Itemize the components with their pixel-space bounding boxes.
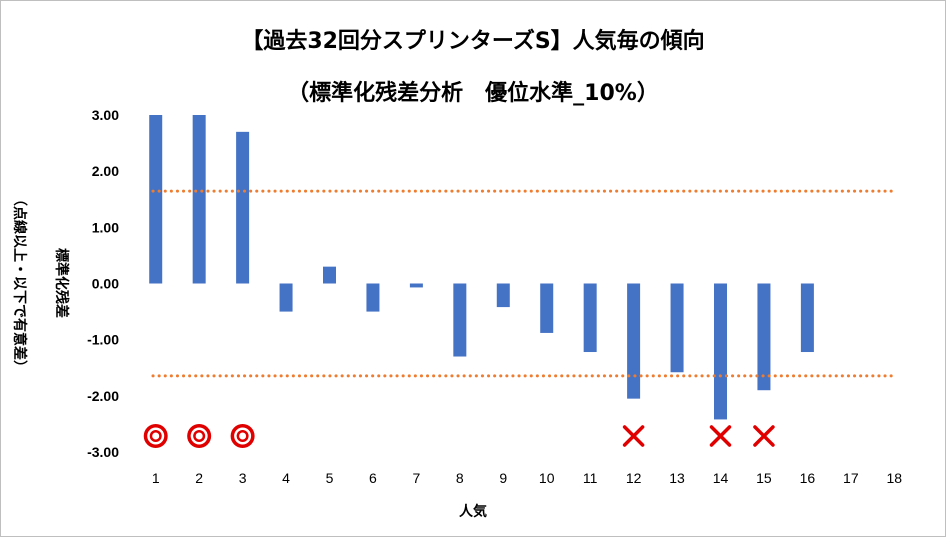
- bar: [236, 131, 250, 284]
- x-tick-label: 4: [282, 470, 290, 486]
- x-tick-label: 8: [456, 470, 464, 486]
- x-tick-label: 5: [326, 470, 334, 486]
- y-axis-label-line1: 標準化残差: [53, 248, 70, 318]
- x-tick-label: 16: [800, 470, 816, 486]
- x-tick-label: 14: [713, 470, 729, 486]
- x-tick-label: 1: [152, 470, 160, 486]
- bar: [366, 283, 380, 312]
- y-tick-label: -2.00: [87, 388, 119, 404]
- x-tick-label: 7: [412, 470, 420, 486]
- x-tick-label: 17: [843, 470, 859, 486]
- x-tick-label: 2: [195, 470, 203, 486]
- bar: [757, 283, 771, 391]
- bar: [409, 283, 423, 288]
- bar: [496, 283, 510, 308]
- bar: [453, 283, 467, 357]
- y-tick-label: -1.00: [87, 332, 119, 348]
- plot-area: 3.002.001.000.00-1.00-2.00-3.001 2 3 4 5 6 7 8 9…: [87, 107, 902, 486]
- cross-marker-stroke: [753, 425, 775, 447]
- y-tick-label: 0.00: [92, 276, 119, 292]
- bar: [800, 283, 814, 353]
- bar: [540, 283, 554, 333]
- x-tick-label: 9: [499, 470, 507, 486]
- bar: [714, 283, 727, 420]
- bar: [149, 115, 163, 284]
- x-tick-label: 18: [886, 470, 902, 486]
- y-axis-label-line2: （点線以上・以下で有意差）: [11, 192, 28, 374]
- x-tick-label: 13: [669, 470, 685, 486]
- x-axis-label: 人気: [459, 503, 487, 520]
- circle-marker-center: [239, 432, 247, 440]
- y-tick-label: 2.00: [92, 163, 119, 179]
- bar: [670, 283, 684, 373]
- bar: [583, 283, 597, 353]
- bar: [192, 115, 206, 284]
- x-tick-label: 12: [626, 470, 642, 486]
- cross-marker-stroke: [622, 425, 645, 447]
- x-tick-label: 15: [756, 470, 772, 486]
- chart-title-line2: （標準化残差分析 優位水準_10%）: [287, 80, 659, 106]
- bar: [627, 283, 641, 399]
- chart-title-line1: 【過去32回分スプリンターズS】人気毎の傾向: [241, 28, 704, 54]
- x-tick-label: 3: [239, 470, 247, 486]
- bar: [323, 266, 336, 284]
- bar: [279, 283, 293, 312]
- y-tick-label: 3.00: [92, 107, 119, 123]
- cross-marker-stroke: [709, 425, 732, 447]
- x-tick-label: 6: [369, 470, 377, 486]
- y-tick-label: 1.00: [92, 219, 119, 235]
- y-tick-label: -3.00: [87, 444, 119, 460]
- circle-marker-center: [152, 432, 160, 440]
- x-tick-label: 10: [539, 470, 555, 486]
- circle-marker-center: [195, 432, 203, 440]
- x-tick-label: 11: [583, 470, 598, 486]
